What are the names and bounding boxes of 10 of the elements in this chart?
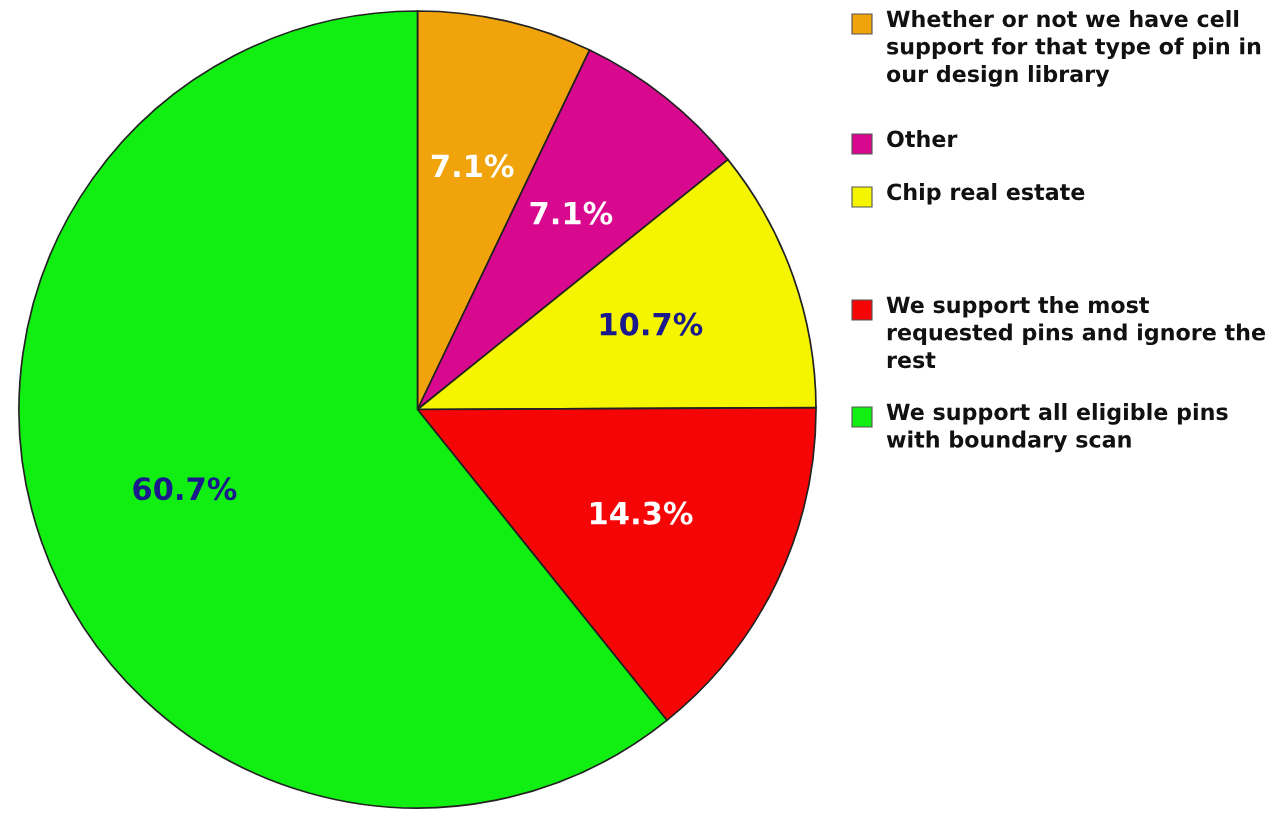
data-label: 14.3% — [590, 501, 693, 525]
legend-label: We support all eligible pins with boundary scan — [886, 403, 1228, 453]
legend-label: Chip real estate — [887, 183, 1085, 205]
data-label: 60.7% — [133, 477, 237, 501]
data-label: 10.7% — [600, 312, 703, 336]
data-label: 7.1% — [530, 201, 613, 225]
data-label: 7.1% — [431, 154, 514, 178]
legend-label: We support the most requested pins and ignore the rest — [886, 296, 1265, 369]
legend-label: Other — [887, 130, 958, 148]
legend-label: Whether or not we have cell support for that type of pin in our design library — [886, 10, 1261, 87]
